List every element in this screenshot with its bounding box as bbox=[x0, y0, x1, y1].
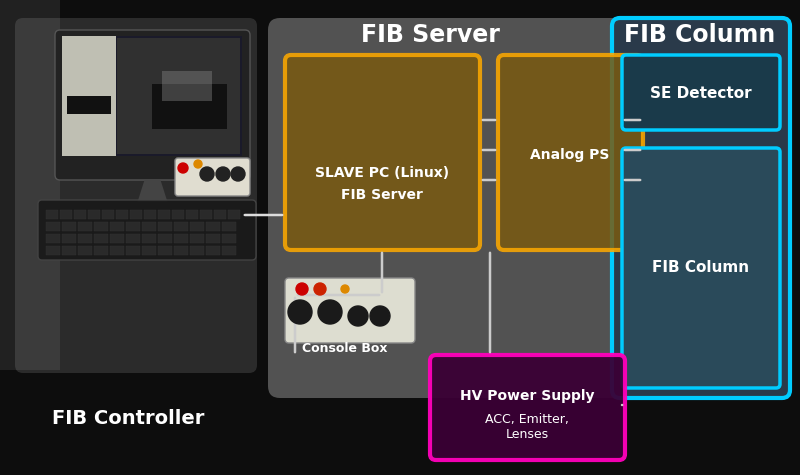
Text: SE Detector: SE Detector bbox=[650, 86, 752, 101]
FancyBboxPatch shape bbox=[38, 200, 256, 260]
FancyBboxPatch shape bbox=[200, 210, 212, 219]
FancyBboxPatch shape bbox=[158, 234, 172, 243]
Circle shape bbox=[341, 285, 349, 293]
FancyBboxPatch shape bbox=[162, 71, 212, 101]
FancyBboxPatch shape bbox=[62, 36, 242, 156]
Circle shape bbox=[370, 306, 390, 326]
Circle shape bbox=[296, 283, 308, 295]
FancyBboxPatch shape bbox=[174, 246, 188, 255]
FancyBboxPatch shape bbox=[144, 210, 156, 219]
FancyBboxPatch shape bbox=[190, 246, 204, 255]
FancyBboxPatch shape bbox=[142, 234, 156, 243]
Text: FIB Controller: FIB Controller bbox=[52, 408, 204, 428]
Text: FIB Column: FIB Column bbox=[624, 23, 776, 47]
Circle shape bbox=[314, 283, 326, 295]
FancyBboxPatch shape bbox=[46, 210, 58, 219]
FancyBboxPatch shape bbox=[110, 246, 124, 255]
FancyBboxPatch shape bbox=[206, 222, 220, 231]
FancyBboxPatch shape bbox=[116, 210, 128, 219]
FancyBboxPatch shape bbox=[78, 234, 92, 243]
Text: FIB Server: FIB Server bbox=[341, 188, 423, 202]
Circle shape bbox=[200, 167, 214, 181]
FancyBboxPatch shape bbox=[285, 278, 415, 343]
FancyBboxPatch shape bbox=[174, 234, 188, 243]
FancyBboxPatch shape bbox=[158, 222, 172, 231]
Text: SLAVE PC (Linux): SLAVE PC (Linux) bbox=[315, 166, 449, 180]
Text: Console Box: Console Box bbox=[302, 342, 388, 354]
FancyBboxPatch shape bbox=[190, 234, 204, 243]
FancyBboxPatch shape bbox=[142, 246, 156, 255]
FancyBboxPatch shape bbox=[222, 222, 236, 231]
FancyBboxPatch shape bbox=[78, 246, 92, 255]
FancyBboxPatch shape bbox=[158, 210, 170, 219]
Text: Analog PS: Analog PS bbox=[530, 148, 610, 162]
FancyBboxPatch shape bbox=[62, 234, 76, 243]
FancyBboxPatch shape bbox=[126, 222, 140, 231]
FancyBboxPatch shape bbox=[110, 234, 124, 243]
Text: HV Power Supply: HV Power Supply bbox=[460, 389, 594, 403]
FancyBboxPatch shape bbox=[78, 222, 92, 231]
FancyBboxPatch shape bbox=[60, 210, 72, 219]
FancyBboxPatch shape bbox=[46, 246, 60, 255]
FancyBboxPatch shape bbox=[110, 222, 124, 231]
Circle shape bbox=[288, 300, 312, 324]
FancyBboxPatch shape bbox=[172, 210, 184, 219]
FancyBboxPatch shape bbox=[46, 234, 60, 243]
FancyBboxPatch shape bbox=[222, 234, 236, 243]
FancyBboxPatch shape bbox=[0, 0, 60, 370]
FancyBboxPatch shape bbox=[55, 30, 250, 180]
Circle shape bbox=[231, 167, 245, 181]
FancyBboxPatch shape bbox=[117, 38, 240, 154]
FancyBboxPatch shape bbox=[186, 210, 198, 219]
Text: FIB Column: FIB Column bbox=[653, 260, 750, 276]
FancyBboxPatch shape bbox=[222, 246, 236, 255]
Text: ACC, Emitter,: ACC, Emitter, bbox=[485, 414, 569, 427]
FancyBboxPatch shape bbox=[102, 210, 114, 219]
FancyBboxPatch shape bbox=[15, 18, 257, 373]
FancyBboxPatch shape bbox=[88, 210, 100, 219]
FancyBboxPatch shape bbox=[46, 222, 60, 231]
Polygon shape bbox=[138, 180, 167, 202]
FancyBboxPatch shape bbox=[126, 246, 140, 255]
Circle shape bbox=[194, 160, 202, 168]
FancyBboxPatch shape bbox=[94, 222, 108, 231]
FancyBboxPatch shape bbox=[174, 222, 188, 231]
Text: Lenses: Lenses bbox=[506, 428, 549, 440]
FancyBboxPatch shape bbox=[175, 158, 250, 196]
FancyBboxPatch shape bbox=[612, 18, 790, 398]
FancyBboxPatch shape bbox=[62, 36, 116, 156]
FancyBboxPatch shape bbox=[206, 246, 220, 255]
Circle shape bbox=[348, 306, 368, 326]
Circle shape bbox=[318, 300, 342, 324]
FancyBboxPatch shape bbox=[62, 222, 76, 231]
FancyBboxPatch shape bbox=[228, 210, 240, 219]
FancyBboxPatch shape bbox=[206, 234, 220, 243]
FancyBboxPatch shape bbox=[94, 246, 108, 255]
FancyBboxPatch shape bbox=[62, 246, 76, 255]
FancyBboxPatch shape bbox=[142, 222, 156, 231]
Circle shape bbox=[216, 167, 230, 181]
FancyBboxPatch shape bbox=[190, 222, 204, 231]
Text: FIB Server: FIB Server bbox=[361, 23, 499, 47]
FancyBboxPatch shape bbox=[126, 234, 140, 243]
FancyBboxPatch shape bbox=[430, 355, 625, 460]
FancyBboxPatch shape bbox=[67, 96, 111, 114]
FancyBboxPatch shape bbox=[622, 55, 780, 130]
FancyBboxPatch shape bbox=[268, 18, 658, 398]
FancyBboxPatch shape bbox=[94, 234, 108, 243]
FancyBboxPatch shape bbox=[152, 84, 227, 129]
FancyBboxPatch shape bbox=[622, 148, 780, 388]
FancyBboxPatch shape bbox=[158, 246, 172, 255]
FancyBboxPatch shape bbox=[285, 55, 480, 250]
FancyBboxPatch shape bbox=[130, 210, 142, 219]
FancyBboxPatch shape bbox=[214, 210, 226, 219]
FancyBboxPatch shape bbox=[74, 210, 86, 219]
Circle shape bbox=[178, 163, 188, 173]
FancyBboxPatch shape bbox=[498, 55, 643, 250]
